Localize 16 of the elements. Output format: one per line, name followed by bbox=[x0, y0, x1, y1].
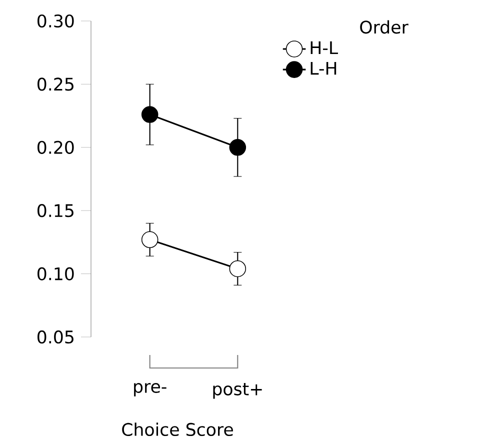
point bbox=[141, 231, 158, 248]
y-tick-label: 0.25 bbox=[38, 78, 74, 91]
y-tick-label: 0.15 bbox=[38, 204, 74, 218]
y-tick-label: 0.05 bbox=[38, 330, 74, 344]
legend-label: L-H bbox=[310, 62, 336, 75]
x-axis-title: Choice Score bbox=[122, 422, 233, 436]
point bbox=[229, 260, 246, 278]
y-tick-label: 0.10 bbox=[38, 267, 74, 280]
legend-label: H-L bbox=[310, 41, 338, 54]
y-tick-label: 0.30 bbox=[38, 14, 74, 28]
point bbox=[229, 138, 246, 156]
point bbox=[141, 106, 158, 123]
x-tick-label: pre- bbox=[134, 383, 166, 396]
legend-title: Order bbox=[360, 20, 408, 34]
x-tick-label: post+ bbox=[213, 383, 262, 399]
y-tick-label: 0.20 bbox=[38, 140, 74, 154]
